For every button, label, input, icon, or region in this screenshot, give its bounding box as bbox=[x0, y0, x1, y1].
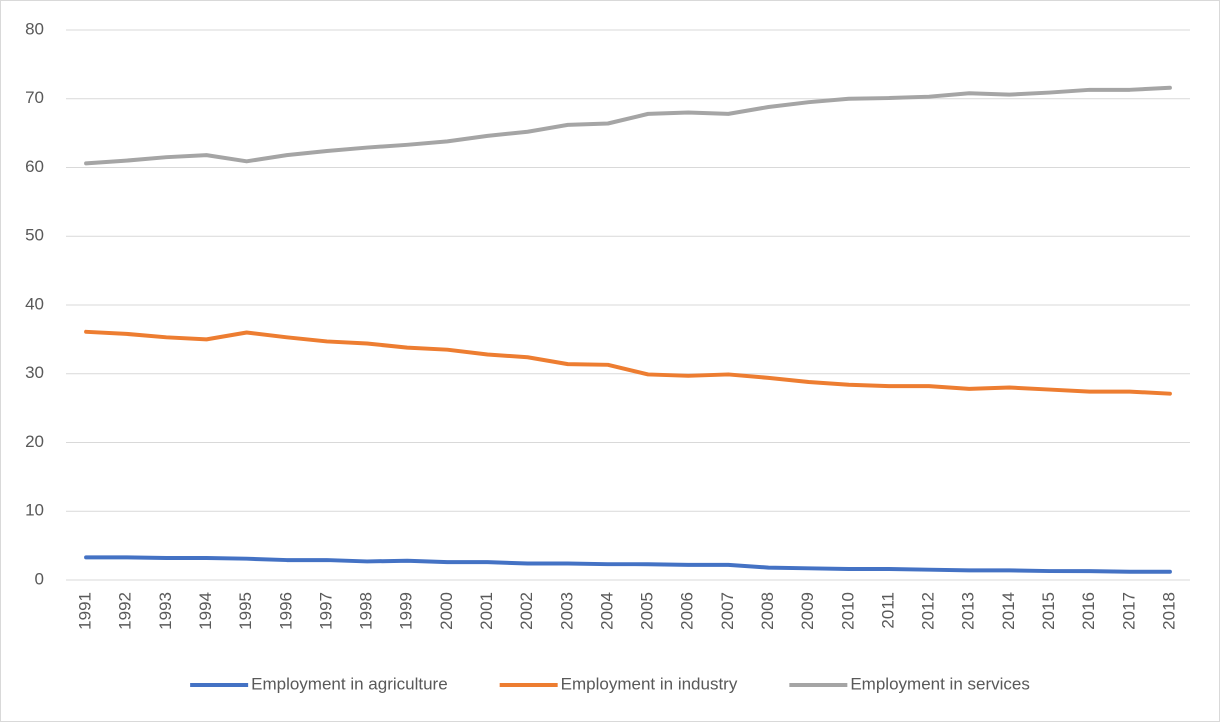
x-tick-label: 1996 bbox=[276, 592, 295, 630]
x-tick-label: 2007 bbox=[718, 592, 737, 630]
legend-label: Employment in services bbox=[850, 674, 1030, 693]
legend-label: Employment in agriculture bbox=[251, 674, 448, 693]
x-tick-label: 1991 bbox=[76, 592, 95, 630]
y-tick-label: 20 bbox=[25, 432, 44, 451]
x-tick-label: 1999 bbox=[397, 592, 416, 630]
x-tick-label: 2011 bbox=[878, 592, 897, 629]
x-tick-label: 1993 bbox=[156, 592, 175, 630]
x-tick-label: 2002 bbox=[517, 592, 536, 630]
series-line bbox=[84, 555, 1172, 574]
legend-label: Employment in industry bbox=[561, 674, 738, 693]
x-tick-label: 2000 bbox=[437, 592, 456, 630]
x-tick-label: 1997 bbox=[316, 592, 335, 630]
x-tick-label: 2004 bbox=[597, 592, 616, 630]
x-tick-label: 2010 bbox=[838, 592, 857, 630]
y-tick-label: 30 bbox=[25, 363, 44, 382]
y-tick-label: 10 bbox=[25, 501, 44, 520]
x-tick-label: 2006 bbox=[678, 592, 697, 630]
x-tick-label: 2013 bbox=[959, 592, 978, 630]
x-tick-label: 1992 bbox=[116, 592, 135, 630]
x-tick-label: 2003 bbox=[557, 592, 576, 630]
y-tick-label: 80 bbox=[25, 19, 44, 38]
x-tick-label: 2012 bbox=[919, 592, 938, 630]
x-tick-label: 2005 bbox=[638, 592, 657, 630]
x-tick-label: 2008 bbox=[758, 592, 777, 630]
x-tick-label: 2017 bbox=[1119, 592, 1138, 630]
y-tick-label: 40 bbox=[25, 294, 44, 313]
series-line bbox=[84, 85, 1172, 166]
y-tick-label: 0 bbox=[35, 569, 44, 588]
x-tick-label: 2014 bbox=[999, 592, 1018, 630]
x-tick-label: 1998 bbox=[357, 592, 376, 630]
x-tick-label: 2001 bbox=[477, 592, 496, 630]
y-tick-label: 70 bbox=[25, 88, 44, 107]
x-tick-label: 2009 bbox=[798, 592, 817, 630]
x-tick-label: 2015 bbox=[1039, 592, 1058, 630]
x-tick-label: 1994 bbox=[196, 592, 215, 630]
x-tick-label: 2016 bbox=[1079, 592, 1098, 630]
x-tick-label: 2018 bbox=[1159, 592, 1178, 630]
series-line bbox=[84, 329, 1172, 396]
y-tick-label: 60 bbox=[25, 157, 44, 176]
x-tick-label: 1995 bbox=[236, 592, 255, 630]
y-tick-label: 50 bbox=[25, 226, 44, 245]
